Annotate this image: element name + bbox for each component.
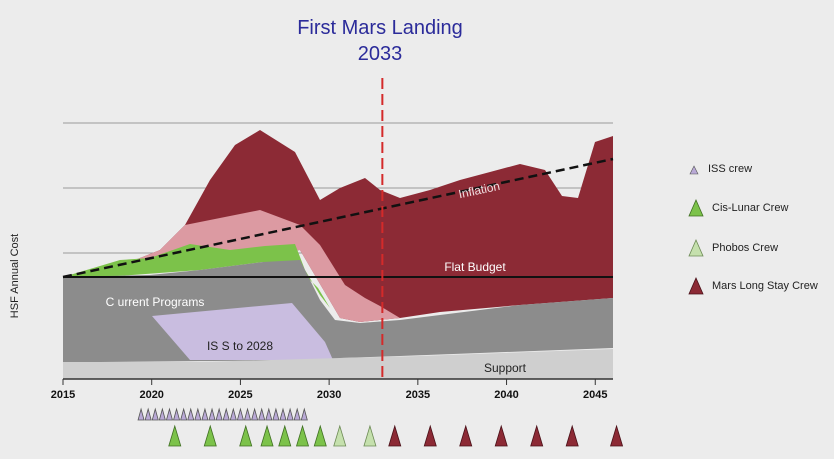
inflation-line xyxy=(62,157,614,279)
x-tick-label-2030: 2030 xyxy=(317,389,341,401)
mars-long-stay-crew-marker-2 xyxy=(423,424,437,447)
mars-long-stay-crew-marker-5 xyxy=(530,424,544,447)
iss-crew-marker-13 xyxy=(222,407,230,421)
iss-crew-triangle-icon xyxy=(689,165,699,175)
flat-budget-label: Flat Budget xyxy=(444,260,506,274)
iss-crew-marker-12 xyxy=(215,407,223,421)
iss-crew-marker-17 xyxy=(251,407,259,421)
iss-label: IS S to 2028 xyxy=(207,339,273,353)
mars-long-stay-crew-triangle-icon xyxy=(688,277,704,295)
cis-lunar-crew-marker-6 xyxy=(295,424,310,447)
support-label: Support xyxy=(484,361,527,375)
x-tick-label-2045: 2045 xyxy=(583,389,607,401)
current-programs-label: C urrent Programs xyxy=(106,295,205,309)
iss-crew-marker-19 xyxy=(265,407,273,421)
legend-cis-lunar-crew: Cis-Lunar Crew xyxy=(688,197,788,219)
cis-lunar-crew-triangle-icon xyxy=(688,199,704,217)
cis-lunar-crew-marker-1 xyxy=(168,424,182,447)
iss-crew-marker-10 xyxy=(201,407,209,421)
iss-crew-marker-6 xyxy=(173,407,181,421)
mars-long-stay-crew-marker-4 xyxy=(494,424,508,447)
mars-long-stay-crew-marker-1 xyxy=(388,424,402,447)
support-area xyxy=(63,349,613,379)
legend-label-iss-crew: ISS crew xyxy=(708,163,753,175)
iss-crew-marker-23 xyxy=(293,407,301,421)
mars-long-stay-crew-marker-3 xyxy=(459,424,473,447)
cis-lunar-crew-marker-4 xyxy=(260,424,274,447)
iss-crew-marker-24 xyxy=(300,407,308,421)
cis-lunar-crew-marker-7 xyxy=(313,424,327,447)
iss-crew-marker-8 xyxy=(187,407,195,421)
mars-long-stay-area xyxy=(63,130,613,322)
iss-crew-marker-16 xyxy=(243,407,252,421)
legend-phobos-crew: Phobos Crew xyxy=(688,237,778,259)
iss-crew-marker-5 xyxy=(165,407,173,421)
x-tick-label-2035: 2035 xyxy=(406,389,430,401)
y-axis-label: HSF Annual Cost xyxy=(9,233,21,319)
cis-lunar-area xyxy=(63,244,330,308)
chart-title-line-1: First Mars Landing xyxy=(297,17,463,39)
iss-crew-marker-2 xyxy=(144,407,152,421)
iss-crew-marker-1 xyxy=(137,407,145,421)
iss-crew-marker-9 xyxy=(194,407,202,421)
iss-crew-marker-18 xyxy=(258,407,266,421)
legend-label-mars-long-stay-crew: Mars Long Stay Crew xyxy=(712,280,818,292)
x-tick-label-2015: 2015 xyxy=(51,389,75,401)
iss-crew-marker-20 xyxy=(272,407,280,421)
mars-long-stay-crew-marker-7 xyxy=(610,424,624,447)
x-tick-label-2025: 2025 xyxy=(228,389,252,401)
legend-label-cis-lunar-crew: Cis-Lunar Crew xyxy=(712,202,789,214)
phobos-crew-triangle-icon xyxy=(688,239,704,257)
chart-title-line-2: 2033 xyxy=(357,43,403,65)
mars-long-stay-crew-marker-6 xyxy=(565,424,579,447)
iss-crew-marker-7 xyxy=(180,407,188,421)
x-tick-label-2020: 2020 xyxy=(139,389,163,401)
legend-mars-long-stay-crew: Mars Long Stay Crew xyxy=(688,275,818,297)
iss-crew-marker-21 xyxy=(279,407,287,421)
iss-crew-marker-15 xyxy=(236,407,244,421)
iss-crew-marker-4 xyxy=(158,407,166,421)
cis-lunar-crew-marker-3 xyxy=(239,424,253,447)
legend-iss-crew: ISS crew xyxy=(688,158,752,180)
cis-lunar-crew-marker-5 xyxy=(278,424,292,447)
phobos-crew-marker-1 xyxy=(333,424,347,447)
legend-label-phobos-crew: Phobos Crew xyxy=(712,242,779,254)
x-tick-label-2040: 2040 xyxy=(494,389,518,401)
iss-crew-marker-22 xyxy=(286,407,294,421)
iss-crew-marker-11 xyxy=(208,407,216,421)
iss-to-2028-area xyxy=(152,303,333,360)
cis-lunar-crew-marker-2 xyxy=(203,424,217,447)
phobos-crew-marker-2 xyxy=(363,424,377,447)
iss-crew-marker-3 xyxy=(151,407,159,421)
iss-crew-marker-14 xyxy=(229,407,237,421)
